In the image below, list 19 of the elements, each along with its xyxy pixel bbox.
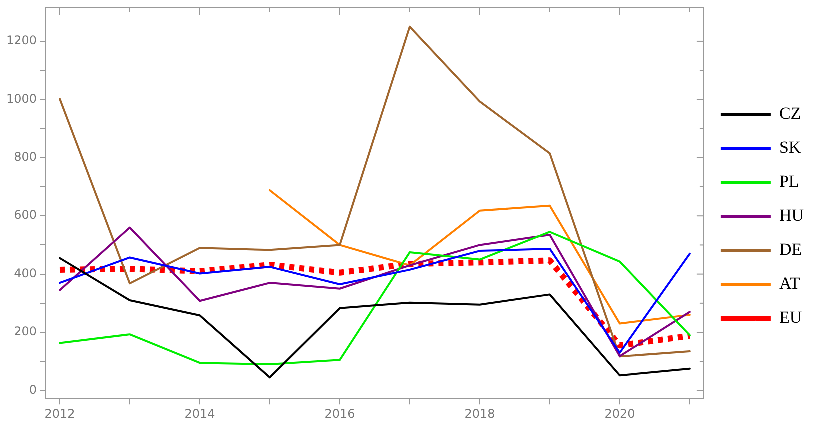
legend-label: AT <box>779 274 801 293</box>
legend-label: CZ <box>779 104 802 123</box>
legend-label: HU <box>779 206 804 225</box>
legend-label: SK <box>779 138 802 157</box>
y-tick-label: 800 <box>14 150 37 164</box>
x-tick-label: 2014 <box>184 406 216 421</box>
x-tick-label: 2016 <box>324 406 356 421</box>
y-tick-label: 1200 <box>6 34 37 48</box>
y-tick-label: 600 <box>14 208 37 222</box>
x-tick-label: 2012 <box>44 406 76 421</box>
x-tick-label: 2018 <box>464 406 496 421</box>
legend-label: EU <box>779 308 802 327</box>
y-tick-label: 400 <box>14 266 37 280</box>
legend-label: DE <box>779 240 802 259</box>
x-tick-label: 2020 <box>604 406 636 421</box>
legend-label: PL <box>779 172 800 191</box>
y-tick-label: 200 <box>14 324 37 339</box>
y-tick-label: 0 <box>29 382 37 397</box>
y-tick-label: 1000 <box>6 92 37 106</box>
